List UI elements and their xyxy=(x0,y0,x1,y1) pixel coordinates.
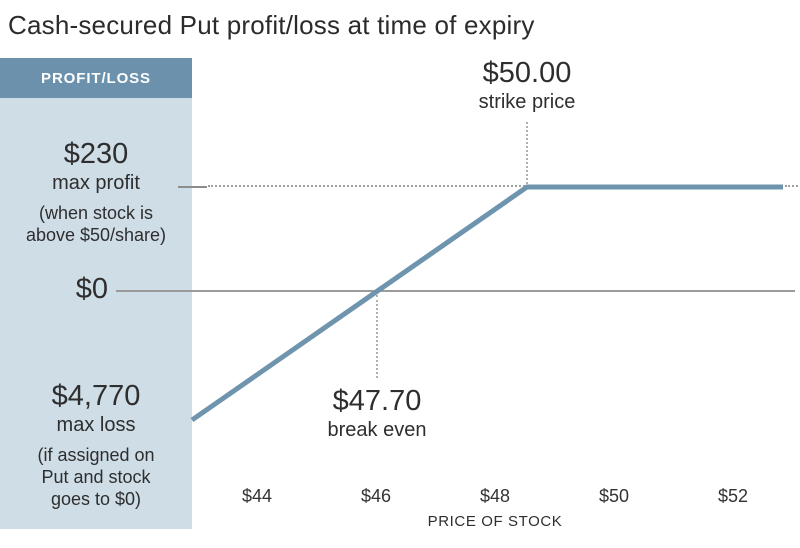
max-profit-label-group: $230 max profit (when stock is above $50… xyxy=(0,139,192,247)
break-even-label: break even xyxy=(327,419,427,442)
x-tick-48: $48 xyxy=(479,486,511,506)
break-even-dotted-vline xyxy=(376,295,378,378)
break-even-annotation: $47.70 break even xyxy=(277,385,477,442)
strike-price-value: $50.00 xyxy=(482,57,572,89)
strike-price-annotation: $50.00 strike price xyxy=(427,57,627,114)
x-tick-50: $50 xyxy=(598,486,630,506)
max-loss-value: $4,770 xyxy=(51,380,141,412)
zero-value-label: $0 xyxy=(75,273,108,305)
x-tick-52: $52 xyxy=(717,486,749,506)
profit-loss-panel-header: PROFIT/LOSS xyxy=(0,58,192,98)
chart-title: Cash-secured Put profit/loss at time of … xyxy=(8,10,535,40)
break-even-value: $47.70 xyxy=(332,385,422,417)
max-profit-value: $230 xyxy=(63,138,129,170)
max-profit-dotted-line xyxy=(208,185,528,187)
max-loss-label: max loss xyxy=(56,414,136,437)
strike-price-dotted-vline xyxy=(526,122,528,184)
x-tick-44: $44 xyxy=(241,486,273,506)
zero-line xyxy=(116,290,795,292)
x-axis-title: PRICE OF STOCK xyxy=(427,513,563,530)
max-loss-note: (if assigned on Put and stock goes to $0… xyxy=(37,445,155,509)
max-loss-label-group: $4,770 max loss (if assigned on Put and … xyxy=(0,381,192,510)
x-tick-46: $46 xyxy=(360,486,392,506)
max-profit-label: max profit xyxy=(52,172,140,195)
strike-price-label: strike price xyxy=(478,91,576,114)
max-profit-note: (when stock is above $50/share) xyxy=(25,203,167,246)
max-profit-dotted-line-right xyxy=(785,185,798,187)
profit-loss-panel: PROFIT/LOSS xyxy=(0,58,192,529)
